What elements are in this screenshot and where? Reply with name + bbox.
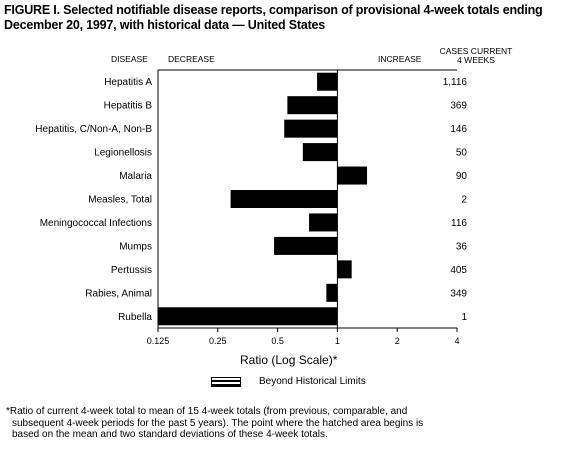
x-tick-label-4: 2: [395, 336, 400, 346]
x-tick-label-2: 0.5: [271, 336, 284, 346]
cases-label-0: 1,116: [443, 77, 468, 88]
x-tick-label-5: 4: [454, 336, 459, 346]
legend: Beyond Historical Limits: [211, 376, 366, 387]
bar-1: [287, 96, 338, 115]
legend-hatched-swatch: [211, 376, 241, 387]
category-label-5: Measles, Total: [88, 195, 152, 206]
footnote-line-3: based on the mean and two standard devia…: [12, 429, 328, 440]
bar-8: [337, 260, 352, 279]
category-label-4: Malaria: [119, 171, 152, 182]
x-tick-label-1: 0.25: [209, 336, 227, 346]
bar-3: [302, 143, 338, 162]
category-label-7: Mumps: [119, 241, 152, 252]
category-label-6: Meningococcal Infections: [40, 218, 152, 229]
cases-label-7: 36: [456, 241, 468, 252]
category-label-8: Pertussis: [111, 265, 152, 276]
bar-0: [317, 72, 338, 91]
x-axis-title: Ratio (Log Scale)*: [240, 353, 338, 367]
cases-label-4: 90: [456, 171, 468, 182]
header-cases-line1: CASES CURRENT: [439, 46, 513, 56]
cases-label-9: 349: [450, 288, 467, 299]
x-tick-label-3: 1: [335, 336, 340, 346]
bar-2: [284, 119, 338, 138]
cases-label-6: 116: [451, 218, 467, 229]
category-label-2: Hepatitis, C/Non-A, Non-B: [35, 124, 152, 135]
legend-label: Beyond Historical Limits: [259, 376, 366, 387]
cases-label-2: 146: [450, 124, 467, 135]
category-label-0: Hepatitis A: [104, 77, 152, 88]
category-label-9: Rabies, Animal: [85, 288, 152, 299]
footnote-line-1: *Ratio of current 4-week total to mean o…: [6, 406, 408, 417]
bar-4: [337, 166, 368, 185]
cases-label-5: 2: [461, 195, 467, 206]
figure-title: FIGURE I. Selected notifiable disease re…: [4, 3, 543, 32]
cases-label-1: 369: [450, 101, 467, 112]
bar-7: [274, 236, 338, 255]
bar-6: [309, 213, 338, 232]
category-label-1: Hepatitis B: [104, 101, 153, 112]
x-tick-label-0: 0.125: [147, 336, 170, 346]
footnote-line-2: subsequent 4-week periods for the past 5…: [12, 417, 424, 429]
footnote: *Ratio of current 4-week total to mean o…: [6, 406, 562, 441]
cases-label-10: 1: [461, 312, 467, 323]
header-disease: DISEASE: [111, 54, 148, 64]
cases-label-8: 405: [450, 265, 467, 276]
bar-9: [326, 283, 338, 302]
category-label-3: Legionellosis: [94, 148, 152, 159]
header-cases: CASES CURRENT 4 WEEKS: [436, 47, 516, 65]
header-cases-line2: 4 WEEKS: [457, 55, 495, 65]
bar-10: [158, 307, 338, 326]
header-decrease: DECREASE: [168, 54, 215, 64]
bar-chart: Hepatitis A 1,116 Hepatitis B 369 Hepatitis,…: [35, 69, 468, 346]
bar-5: [230, 190, 338, 208]
cases-label-3: 50: [456, 148, 468, 159]
header-increase: INCREASE: [378, 54, 422, 64]
category-label-10: Rubella: [118, 312, 152, 323]
